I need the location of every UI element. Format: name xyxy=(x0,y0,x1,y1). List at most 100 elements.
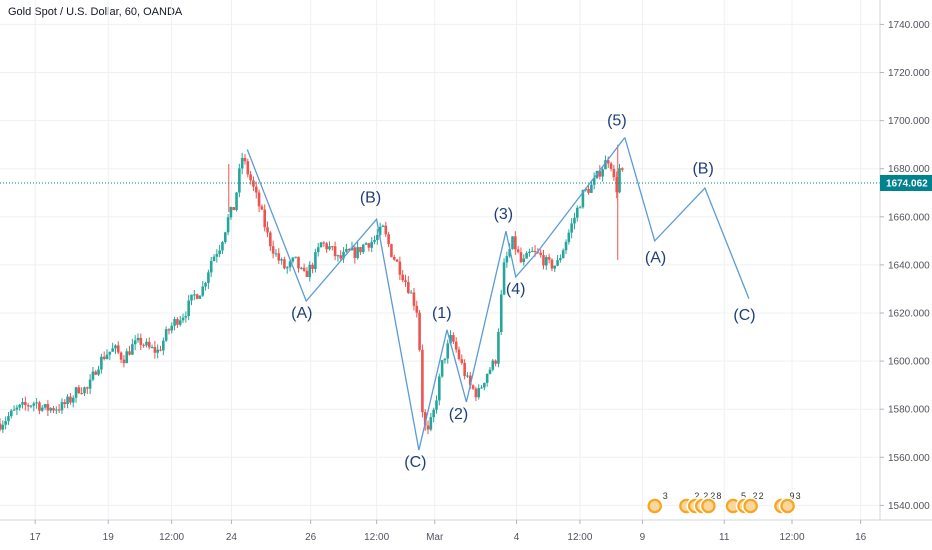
candle-body xyxy=(128,351,131,355)
candle-body xyxy=(119,352,123,360)
candle-body xyxy=(277,253,281,261)
candle-body xyxy=(618,168,621,193)
candle-body xyxy=(367,243,371,248)
candle-body xyxy=(4,421,7,425)
event-flag-inner xyxy=(782,501,793,511)
candle-body xyxy=(21,402,24,405)
event-flag-count: 2 xyxy=(703,491,708,501)
candle-body xyxy=(485,373,489,383)
candle-body xyxy=(147,341,151,348)
candle-body xyxy=(55,409,58,411)
candle-body xyxy=(432,409,435,418)
candle-body xyxy=(291,257,295,262)
wave-line xyxy=(246,137,626,451)
candle-body xyxy=(502,262,506,295)
last-price-tag-background xyxy=(880,174,932,191)
candle-body xyxy=(463,362,466,377)
candle-body xyxy=(511,236,514,250)
candle-body xyxy=(9,410,13,417)
wave-label: (4) xyxy=(506,281,526,298)
candle-body xyxy=(460,359,464,363)
candle-body xyxy=(12,409,16,411)
candle-body xyxy=(505,256,509,263)
candle-body xyxy=(359,247,362,253)
time-tick-label: 12:00 xyxy=(779,532,804,543)
candle-body xyxy=(356,247,359,258)
wave-label: (B) xyxy=(692,161,713,178)
candle-body xyxy=(178,320,182,325)
candle-body xyxy=(170,325,174,331)
candle-body xyxy=(553,265,557,269)
candle-body xyxy=(474,388,478,398)
event-flag-count: 3 xyxy=(796,491,801,501)
time-tick-label: 19 xyxy=(103,532,115,543)
candle-body xyxy=(116,345,120,353)
candle-body xyxy=(94,371,98,375)
candle-body xyxy=(88,379,92,389)
candle-body xyxy=(285,267,289,269)
candle-body xyxy=(330,246,334,248)
candle-body xyxy=(533,251,537,253)
elliott-wave-lines[interactable] xyxy=(246,137,750,451)
candle-body xyxy=(221,242,224,251)
candle-body xyxy=(83,387,86,394)
candle-body xyxy=(38,402,41,411)
wave-label: (A) xyxy=(645,250,666,267)
price-tick-label: 1580.000 xyxy=(888,405,930,416)
candle-body xyxy=(173,319,176,326)
candle-body xyxy=(612,168,616,178)
candle-body xyxy=(232,207,236,211)
candle-body xyxy=(567,232,571,242)
wave-line xyxy=(624,137,750,299)
candle-body xyxy=(311,264,314,269)
candle-body xyxy=(471,385,475,389)
candle-body xyxy=(162,340,165,351)
candle-body xyxy=(322,242,326,244)
candle-body xyxy=(454,341,458,350)
candle-body xyxy=(204,282,207,287)
candle-body xyxy=(111,348,114,352)
candle-body xyxy=(587,188,590,193)
candle-body xyxy=(561,250,565,259)
last-price-tag: 1674.062 xyxy=(880,174,932,191)
time-axis[interactable]: 17 19 12:00 24 26 12:00 Mar 4 12:00 9 11 12:00 16 xyxy=(0,519,932,543)
wave-label: (B) xyxy=(360,189,381,206)
candle-body xyxy=(57,409,61,411)
time-tick-label: 17 xyxy=(30,532,42,543)
candle-body xyxy=(530,251,534,253)
candle-body xyxy=(437,376,441,401)
candle-body xyxy=(325,243,328,250)
candle-body xyxy=(74,387,78,398)
candle-body xyxy=(195,294,199,299)
candle-body xyxy=(218,250,221,255)
candle-body xyxy=(398,261,402,275)
candle-body xyxy=(35,402,38,404)
price-tick-label: 1540.000 xyxy=(888,501,930,512)
candle-body xyxy=(550,259,554,269)
candle-body xyxy=(466,375,469,377)
candle-body xyxy=(297,256,300,269)
wave-label: (1) xyxy=(432,305,452,322)
price-axis[interactable]: 1740.000 1720.000 1700.000 1680.000 1660.000… xyxy=(879,0,932,550)
candle-body xyxy=(187,300,190,317)
candle-body xyxy=(133,340,137,345)
time-tick-label: 12:00 xyxy=(159,532,184,543)
wave-label: (2) xyxy=(449,406,469,423)
candle-body xyxy=(249,174,252,181)
candle-body xyxy=(392,256,396,260)
candle-body xyxy=(345,248,348,252)
candle-body xyxy=(266,227,269,233)
wave-label: (3) xyxy=(494,206,514,223)
candle-body xyxy=(145,341,148,346)
candle-body xyxy=(243,157,247,162)
candle-body xyxy=(446,343,450,359)
candle-body xyxy=(215,254,219,257)
candle-body xyxy=(32,403,36,406)
candle-body xyxy=(263,209,267,228)
candle-body xyxy=(198,295,202,299)
event-flag-count: 5 xyxy=(741,491,746,501)
event-flag-count: 2 xyxy=(759,491,764,501)
event-flag-inner xyxy=(649,501,660,511)
